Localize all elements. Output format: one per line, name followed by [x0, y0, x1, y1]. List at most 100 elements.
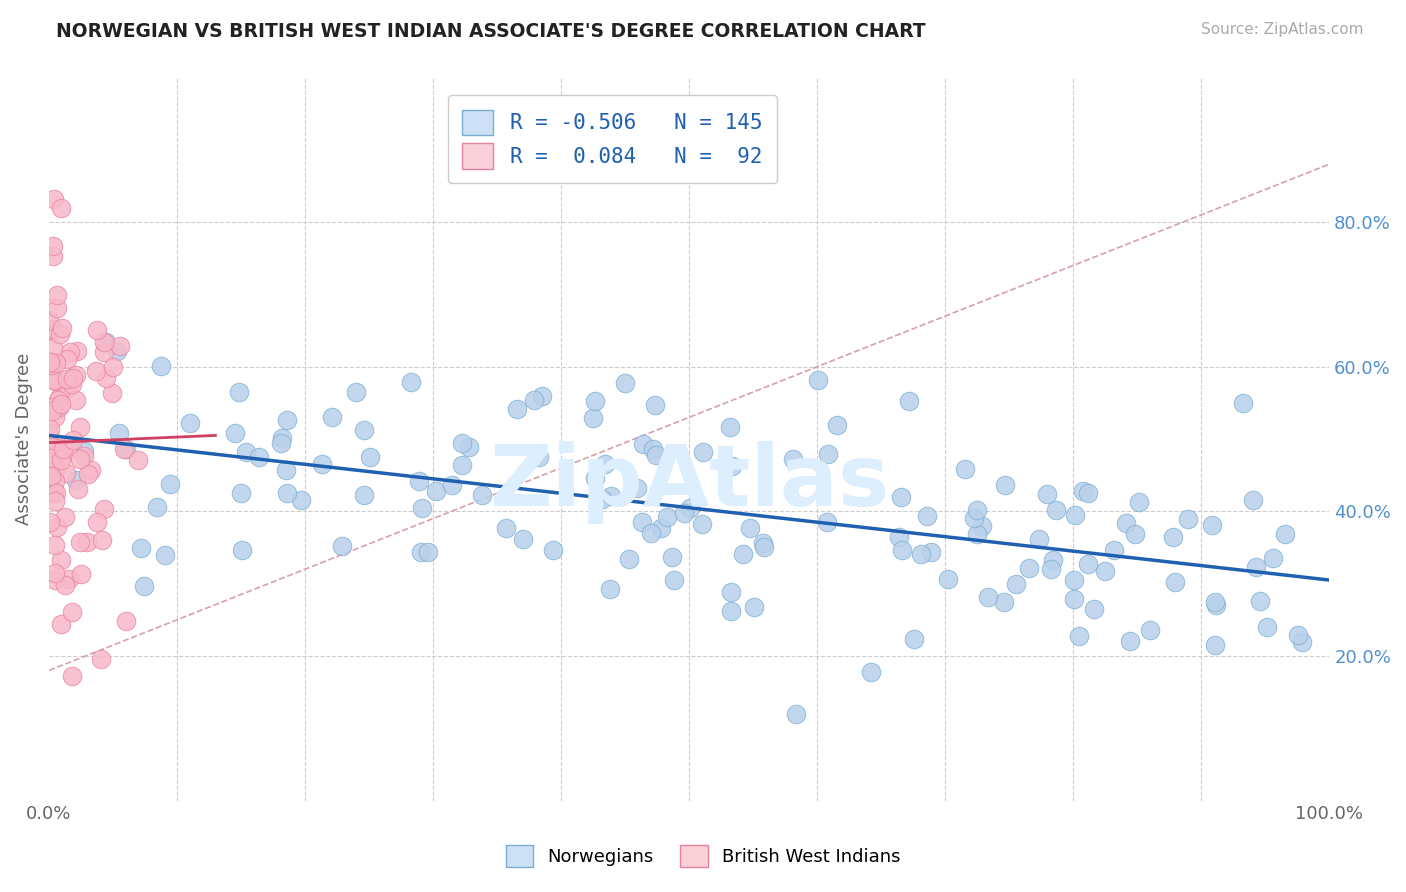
Point [416, 544, 439, 558]
Legend: R = -0.506   N = 145, R =  0.084   N =  92: R = -0.506 N = 145, R = 0.084 N = 92 [447, 95, 778, 184]
Point [1241, 493, 1264, 508]
Point [45, 485, 67, 500]
Point [44, 192, 66, 206]
Point [915, 509, 938, 524]
Y-axis label: Associate's Degree: Associate's Degree [15, 353, 32, 525]
Point [640, 526, 662, 541]
Point [39, 355, 62, 369]
Point [276, 413, 298, 427]
Point [1028, 532, 1050, 546]
Point [38, 437, 60, 451]
Text: ZipAtlas: ZipAtlas [489, 441, 890, 524]
Point [966, 527, 988, 541]
Point [60, 605, 83, 619]
Point [1063, 508, 1085, 522]
Point [94, 371, 117, 385]
Point [38, 313, 60, 327]
Point [69, 452, 91, 467]
Point [631, 515, 654, 529]
Point [44, 538, 66, 552]
Point [1042, 553, 1064, 567]
Point [817, 447, 839, 461]
Point [46, 392, 69, 407]
Point [641, 442, 664, 457]
Point [963, 511, 986, 525]
Point [359, 450, 381, 464]
Point [56, 381, 79, 395]
Point [785, 706, 807, 721]
Point [290, 492, 312, 507]
Point [1036, 487, 1059, 501]
Point [1123, 527, 1146, 541]
Point [65, 392, 87, 407]
Point [179, 416, 201, 430]
Point [529, 450, 551, 464]
Point [93, 502, 115, 516]
Text: NORWEGIAN VS BRITISH WEST INDIAN ASSOCIATE'S DEGREE CORRELATION CHART: NORWEGIAN VS BRITISH WEST INDIAN ASSOCIA… [56, 22, 927, 41]
Point [401, 376, 423, 390]
Point [673, 507, 696, 521]
Point [46, 520, 69, 534]
Point [720, 585, 742, 599]
Point [752, 536, 775, 550]
Point [101, 385, 124, 400]
Point [80, 463, 103, 477]
Point [153, 548, 176, 562]
Point [42, 322, 65, 336]
Point [44, 374, 66, 388]
Point [451, 458, 474, 473]
Point [903, 632, 925, 647]
Text: Source: ZipAtlas.com: Source: ZipAtlas.com [1201, 22, 1364, 37]
Point [69, 566, 91, 581]
Point [44, 566, 66, 581]
Point [742, 599, 765, 614]
Point [228, 385, 250, 400]
Legend: Norwegians, British West Indians: Norwegians, British West Indians [498, 838, 908, 874]
Point [692, 445, 714, 459]
Point [411, 500, 433, 515]
Point [52, 442, 75, 456]
Point [103, 360, 125, 375]
Point [1177, 512, 1199, 526]
Point [1201, 518, 1223, 533]
Point [90, 652, 112, 666]
Point [657, 509, 679, 524]
Point [321, 409, 343, 424]
Point [1163, 575, 1185, 590]
Point [1249, 594, 1271, 608]
Point [66, 343, 89, 358]
Point [754, 540, 776, 554]
Point [1077, 558, 1099, 572]
Point [41, 249, 63, 263]
Point [62, 433, 84, 447]
Point [994, 478, 1017, 492]
Point [1045, 503, 1067, 517]
Point [270, 435, 292, 450]
Point [38, 469, 60, 483]
Point [1205, 598, 1227, 612]
Point [72, 444, 94, 458]
Point [41, 450, 63, 465]
Point [583, 393, 606, 408]
Point [127, 453, 149, 467]
Point [41, 357, 63, 371]
Point [38, 402, 60, 417]
Point [44, 373, 66, 387]
Point [506, 402, 529, 417]
Point [93, 334, 115, 349]
Point [1232, 396, 1254, 410]
Point [44, 410, 66, 425]
Point [76, 535, 98, 549]
Point [146, 500, 169, 514]
Point [353, 488, 375, 502]
Point [134, 579, 156, 593]
Point [451, 435, 474, 450]
Point [56, 352, 79, 367]
Point [617, 552, 640, 566]
Point [523, 392, 546, 407]
Point [1115, 516, 1137, 530]
Point [69, 420, 91, 434]
Point [953, 462, 976, 476]
Point [890, 542, 912, 557]
Point [440, 478, 463, 492]
